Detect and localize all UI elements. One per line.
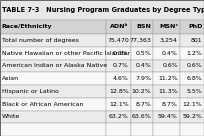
Text: 12.1%: 12.1% <box>183 102 202 107</box>
Bar <box>106 110 131 123</box>
Bar <box>106 20 131 34</box>
Text: 0.5%: 0.5% <box>136 51 151 56</box>
Text: 3,254: 3,254 <box>160 38 178 43</box>
Text: MSNᶜ: MSNᶜ <box>159 24 178 29</box>
Bar <box>0 60 106 72</box>
Text: Asian: Asian <box>2 76 19 81</box>
Text: 77,363: 77,363 <box>130 38 151 43</box>
Bar <box>153 60 180 72</box>
Bar <box>180 60 204 72</box>
Text: 12.1%: 12.1% <box>109 102 129 107</box>
Bar <box>180 72 204 85</box>
Text: 6.8%: 6.8% <box>187 76 202 81</box>
Text: 0.6%: 0.6% <box>187 63 202 68</box>
Bar <box>180 47 204 60</box>
Text: 801: 801 <box>191 38 202 43</box>
Text: Hispanic or Latino: Hispanic or Latino <box>2 89 59 94</box>
Text: 4.6%: 4.6% <box>113 76 129 81</box>
Text: 0.3%: 0.3% <box>113 51 129 56</box>
Bar <box>106 34 131 47</box>
Bar <box>153 72 180 85</box>
Text: 11.2%: 11.2% <box>158 76 178 81</box>
Bar <box>180 98 204 110</box>
Text: 75,470: 75,470 <box>107 38 129 43</box>
Text: 0.6%: 0.6% <box>162 63 178 68</box>
Text: Native Hawaiian or other Pacific Islander: Native Hawaiian or other Pacific Islande… <box>2 51 130 56</box>
Bar <box>153 34 180 47</box>
Text: PhD: PhD <box>188 24 202 29</box>
Text: 59.2%: 59.2% <box>183 114 202 119</box>
Bar <box>0 110 106 123</box>
Bar <box>131 123 153 136</box>
Bar <box>0 85 106 98</box>
Text: 10.2%: 10.2% <box>132 89 151 94</box>
Text: 5.5%: 5.5% <box>187 89 202 94</box>
Bar <box>180 20 204 34</box>
Text: 0.7%: 0.7% <box>113 63 129 68</box>
Text: 0.4%: 0.4% <box>135 63 151 68</box>
Bar <box>106 98 131 110</box>
Text: 63.6%: 63.6% <box>132 114 151 119</box>
Text: Total number of degrees: Total number of degrees <box>2 38 79 43</box>
Text: 8.7%: 8.7% <box>162 102 178 107</box>
Bar <box>180 110 204 123</box>
Bar <box>106 60 131 72</box>
Text: Black or African American: Black or African American <box>2 102 83 107</box>
Bar <box>180 123 204 136</box>
Text: ADNᵇ: ADNᵇ <box>110 24 129 29</box>
Bar <box>153 85 180 98</box>
Bar <box>0 20 106 34</box>
Bar <box>131 85 153 98</box>
Bar <box>106 47 131 60</box>
Bar <box>153 98 180 110</box>
Bar <box>0 34 106 47</box>
Bar <box>0 0 204 20</box>
Bar <box>153 47 180 60</box>
Bar <box>106 72 131 85</box>
Text: TABLE 7-3   Nursing Program Graduates by Degree Typeᵃ a: TABLE 7-3 Nursing Program Graduates by D… <box>2 7 204 13</box>
Text: 7.9%: 7.9% <box>135 76 151 81</box>
Text: 11.3%: 11.3% <box>158 89 178 94</box>
Bar <box>131 60 153 72</box>
Bar <box>131 34 153 47</box>
Text: 12.8%: 12.8% <box>109 89 129 94</box>
Text: BSN: BSN <box>136 24 151 29</box>
Text: 0.4%: 0.4% <box>162 51 178 56</box>
Text: 59.4%: 59.4% <box>158 114 178 119</box>
Bar <box>0 98 106 110</box>
Bar <box>0 47 106 60</box>
Text: Race/Ethnicity: Race/Ethnicity <box>2 24 52 29</box>
Bar <box>0 123 106 136</box>
Bar <box>180 34 204 47</box>
Text: White: White <box>2 114 20 119</box>
Bar <box>153 123 180 136</box>
Text: American Indian or Alaska Native: American Indian or Alaska Native <box>2 63 107 68</box>
Bar <box>106 85 131 98</box>
Bar <box>131 47 153 60</box>
Text: 8.7%: 8.7% <box>135 102 151 107</box>
Text: 1.2%: 1.2% <box>186 51 202 56</box>
Bar <box>131 72 153 85</box>
Bar <box>131 20 153 34</box>
Bar <box>180 85 204 98</box>
Text: 63.2%: 63.2% <box>109 114 129 119</box>
Bar <box>0 72 106 85</box>
Bar <box>106 123 131 136</box>
Bar <box>153 110 180 123</box>
Bar <box>131 110 153 123</box>
Bar <box>153 20 180 34</box>
Bar <box>131 98 153 110</box>
